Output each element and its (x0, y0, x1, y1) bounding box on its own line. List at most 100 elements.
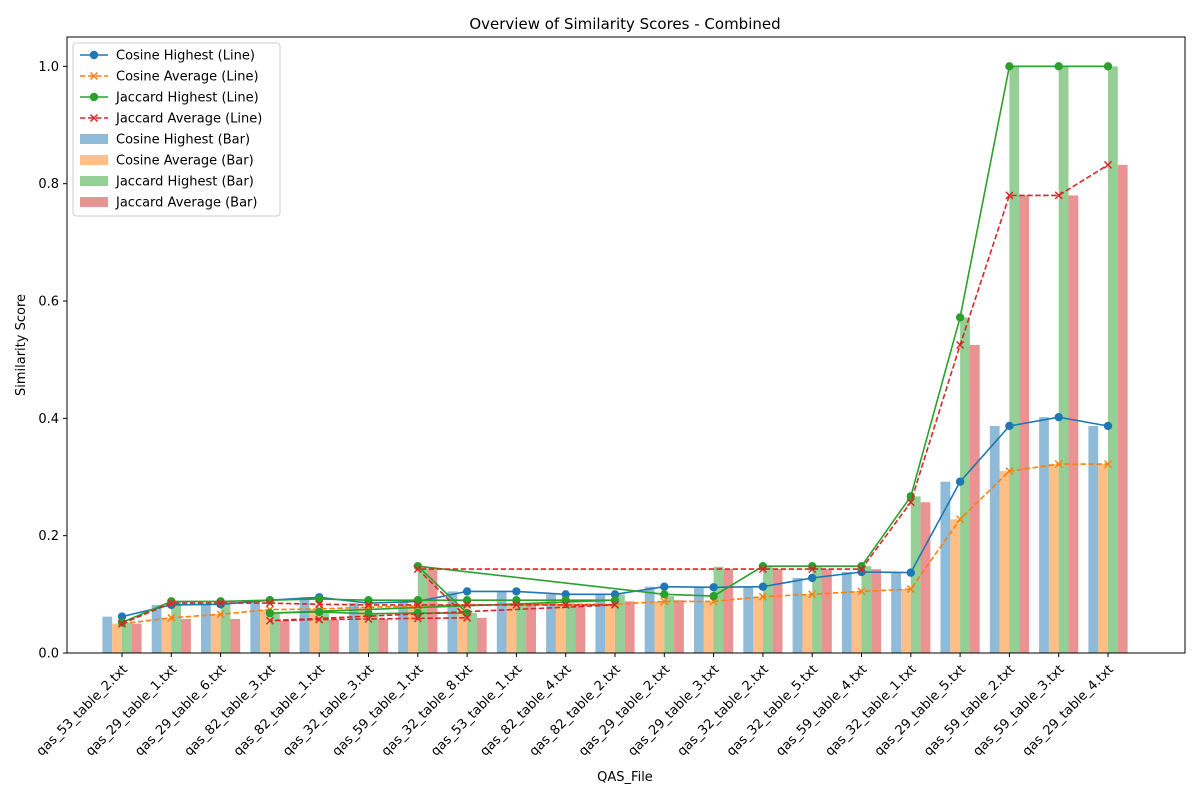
bar-3-13 (772, 569, 783, 653)
bar-3-2 (230, 618, 241, 653)
legend-label-7: Jaccard Average (Bar) (115, 196, 257, 211)
bar-0-9 (546, 594, 556, 653)
bar-3-19 (1068, 195, 1079, 653)
marker-3-14 (413, 614, 422, 623)
marker-0-7 (462, 587, 472, 596)
marker-3-19 (857, 565, 866, 574)
legend-label-3: Jaccard Average (Line) (115, 112, 262, 127)
marker-0-9 (561, 590, 570, 599)
bar-0-8 (496, 591, 507, 653)
bar-3-18 (1019, 195, 1029, 653)
marker-2-16 (413, 561, 422, 571)
bar-0-11 (644, 586, 655, 653)
legend-swatch-6 (80, 176, 108, 186)
marker-3-16 (413, 565, 422, 574)
bar-0-12 (694, 587, 704, 653)
bar-1-12 (703, 601, 714, 653)
bar-0-15 (841, 572, 852, 653)
legend-swatch-7 (80, 197, 108, 207)
y-tick-label-5: 1.0 (38, 60, 59, 75)
marker-2-4 (315, 594, 324, 604)
marker-2-20 (808, 561, 817, 571)
bar-2-12 (713, 566, 724, 653)
marker-3-20 (906, 498, 915, 507)
bar-2-1 (171, 601, 182, 653)
bar-2-16 (910, 496, 921, 653)
bar-3-10 (624, 601, 635, 653)
bar-3-14 (822, 569, 832, 653)
bar-2-11 (664, 596, 675, 653)
marker-2-17 (660, 590, 669, 599)
legend-marker-1 (89, 71, 99, 81)
bar-1-4 (309, 609, 320, 653)
bar-3-1 (181, 618, 191, 653)
bar-2-17 (960, 317, 970, 653)
bar-1-19 (1048, 464, 1059, 653)
bar-3-15 (871, 569, 882, 653)
legend-marker-2 (89, 92, 99, 102)
bar-2-15 (861, 566, 872, 653)
bar-2-19 (1058, 66, 1069, 654)
marker-3-9 (561, 600, 570, 609)
marker-3-22 (1005, 191, 1014, 200)
bar-2-5 (368, 613, 379, 653)
bar-1-8 (506, 604, 517, 653)
bar-1-0 (112, 623, 122, 653)
legend-label-4: Cosine Highest (Bar) (116, 133, 250, 148)
bar-2-9 (565, 604, 576, 653)
marker-0-19 (1054, 412, 1063, 422)
plot-frame (66, 36, 1186, 654)
marker-0-20 (1103, 421, 1113, 431)
marker-2-23 (955, 313, 965, 322)
bar-3-8 (526, 604, 536, 653)
marker-3-10 (610, 600, 620, 609)
bar-0-3 (250, 600, 261, 653)
bar-0-13 (743, 586, 754, 653)
marker-3-24 (1103, 160, 1113, 169)
bar-2-13 (762, 566, 773, 653)
marker-3-15 (463, 613, 472, 622)
bar-3-0 (131, 623, 142, 653)
bar-3-12 (723, 569, 734, 653)
chart-title: Overview of Similarity Scores - Combined (469, 15, 780, 33)
marker-2-26 (1103, 62, 1113, 71)
marker-3-5 (364, 600, 373, 609)
bars-layer (102, 66, 1128, 654)
bar-0-18 (989, 425, 1000, 653)
marker-2-24 (1005, 62, 1014, 71)
bar-3-3 (279, 620, 290, 653)
marker-1-15 (857, 587, 866, 596)
bar-2-14 (812, 566, 822, 653)
marker-1-11 (660, 597, 669, 606)
bar-1-9 (555, 604, 566, 653)
bar-0-1 (151, 604, 162, 653)
marker-3-18 (808, 565, 817, 574)
bar-2-2 (220, 601, 231, 653)
legend-swatch-5 (80, 155, 108, 165)
bar-0-7 (447, 591, 458, 653)
marker-1-16 (906, 585, 915, 594)
bar-1-1 (161, 617, 172, 653)
legend-label-2: Jaccard Highest (Line) (115, 91, 259, 106)
legend-marker-0 (89, 50, 99, 60)
marker-2-21 (857, 561, 866, 571)
marker-2-7 (462, 596, 472, 605)
bar-0-0 (102, 616, 113, 653)
marker-2-3 (265, 596, 275, 605)
bar-3-11 (674, 600, 684, 653)
marker-1-1 (167, 613, 176, 622)
marker-2-18 (709, 591, 718, 601)
marker-0-11 (660, 582, 669, 591)
y-tick-label-2: 0.4 (38, 412, 59, 427)
marker-3-2 (216, 599, 225, 608)
bar-2-7 (467, 613, 477, 653)
marker-1-13 (758, 592, 767, 601)
marker-3-12 (315, 615, 324, 624)
bar-0-19 (1039, 417, 1049, 653)
marker-3-1 (167, 599, 176, 608)
bar-1-18 (999, 471, 1010, 653)
marker-1-18 (1005, 467, 1014, 476)
bar-3-17 (969, 345, 980, 653)
bar-1-17 (950, 519, 961, 653)
